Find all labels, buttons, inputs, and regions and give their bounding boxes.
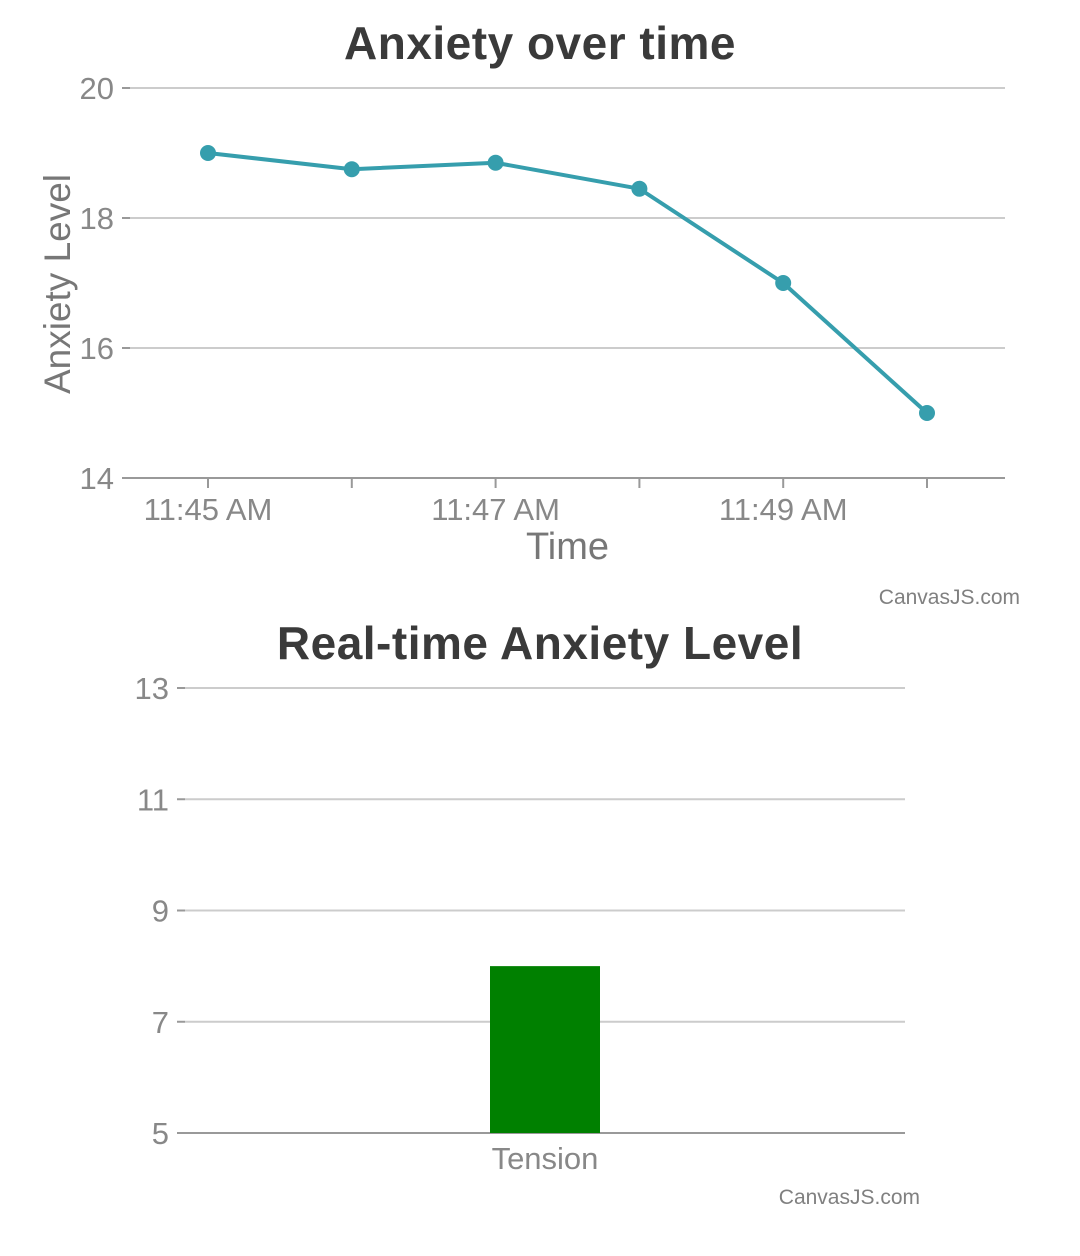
anxiety-line-series — [207, 151, 929, 415]
line-marker — [775, 275, 792, 291]
y-tick-label: 13 — [135, 671, 169, 706]
canvasjs-credit-link[interactable]: CanvasJS.com — [878, 586, 1020, 609]
y-tick-label: 20 — [80, 71, 114, 106]
x-axis-title-time: Time — [525, 526, 610, 568]
y-tick-label: 9 — [152, 894, 169, 929]
line-marker — [200, 145, 216, 161]
y-tick-label: 14 — [80, 461, 114, 496]
y-tick-label: 11 — [137, 782, 169, 817]
x-tick-label: 11:49 AM — [719, 492, 848, 527]
line-chart-title: Anxiety over time — [344, 17, 736, 69]
tension-bar — [490, 966, 600, 1133]
line-marker — [919, 405, 935, 421]
y-axis-title-anxiety-level: Anxiety Level — [37, 173, 78, 395]
bar-chart-title: Real-time Anxiety Level — [276, 617, 804, 669]
x-tick-label: 11:45 AM — [144, 492, 273, 527]
y-tick-label: 16 — [80, 331, 114, 366]
line-marker — [487, 154, 504, 171]
y-tick-label: 18 — [80, 201, 114, 236]
x-tick-label: 11:47 AM — [431, 492, 560, 527]
canvasjs-credit-link[interactable]: CanvasJS.com — [778, 1186, 920, 1209]
y-tick-label: 7 — [152, 1005, 169, 1040]
line-marker — [343, 161, 360, 178]
category-label: Tension — [492, 1141, 599, 1176]
y-tick-label: 5 — [152, 1116, 169, 1151]
line-marker — [631, 180, 648, 197]
